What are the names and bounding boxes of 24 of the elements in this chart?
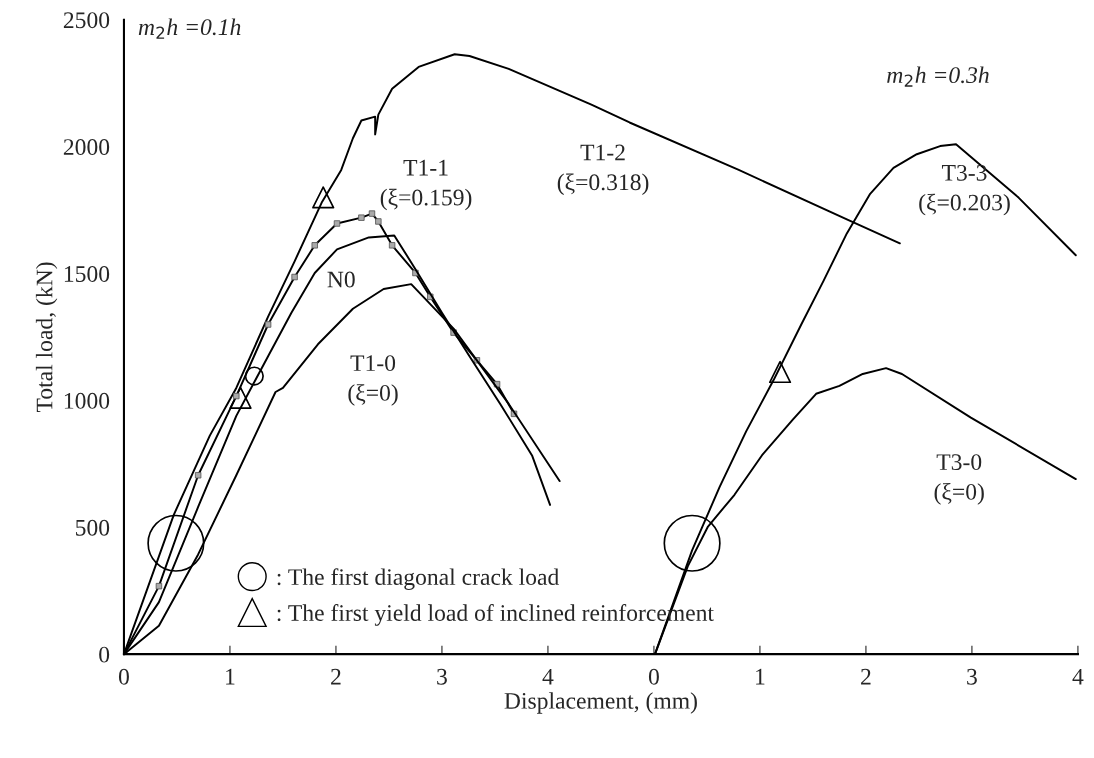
y-tick-label: 1000 xyxy=(64,392,110,409)
x-tick-label: 0 xyxy=(118,668,129,685)
legend-label: : The first diagonal crack load xyxy=(277,568,559,590)
annotation: m$_{2}$h =0.1h xyxy=(138,18,241,39)
x-tick-label: 2 xyxy=(331,668,341,685)
point xyxy=(229,386,252,409)
x-axis-title: Displacement, (mm) xyxy=(504,692,697,714)
series-label: T1-2 (ξ=0.318) xyxy=(557,144,649,196)
annotation: m$_{2}$h =0.3h xyxy=(887,66,989,87)
series-label: T1-0 (ξ=0) xyxy=(348,355,398,406)
series-label: T3-3 (ξ=0.203) xyxy=(919,164,1010,216)
y-tick-label: 1500 xyxy=(64,265,110,282)
y-tick-label: 2500 xyxy=(63,12,110,29)
series-label: T3-0 (ξ=0) xyxy=(934,454,984,505)
series-label: N0 xyxy=(327,271,355,288)
y-tick-label: 500 xyxy=(76,519,110,536)
x-tick-label: 4 xyxy=(542,668,554,685)
series-label: T1-1 (ξ=0.159) xyxy=(380,159,472,211)
x-tick-label: 3 xyxy=(437,668,447,685)
y-axis-title: Total load, (kN) xyxy=(35,262,58,413)
y-tick-label: 2000 xyxy=(63,139,110,156)
x-tick-label: 1 xyxy=(226,668,235,685)
y-tick-label: 0 xyxy=(99,646,110,663)
point xyxy=(312,186,335,209)
